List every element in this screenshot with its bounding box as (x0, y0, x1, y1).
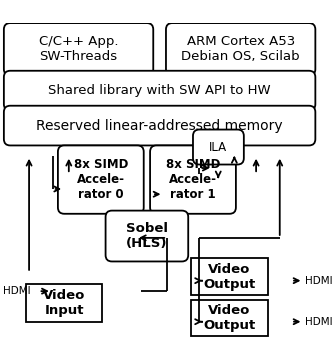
Text: Video
Input: Video Input (43, 289, 85, 317)
Text: C/C++ App.
SW-Threads: C/C++ App. SW-Threads (39, 35, 118, 63)
Text: 8x SIMD
Accele-
rator 0: 8x SIMD Accele- rator 0 (74, 158, 128, 201)
Text: ILA: ILA (209, 141, 227, 154)
Text: Sobel
(HLS): Sobel (HLS) (126, 222, 168, 250)
Text: HDMI: HDMI (305, 276, 333, 286)
Text: Reserved linear-addressed memory: Reserved linear-addressed memory (36, 119, 283, 132)
FancyBboxPatch shape (193, 130, 244, 165)
Text: HDMI: HDMI (3, 286, 30, 296)
FancyBboxPatch shape (4, 71, 316, 111)
Text: 8x SIMD
Accele-
rator 1: 8x SIMD Accele- rator 1 (166, 158, 220, 201)
FancyBboxPatch shape (4, 23, 153, 75)
FancyBboxPatch shape (58, 146, 144, 214)
Text: Video
Output: Video Output (203, 262, 256, 290)
FancyBboxPatch shape (4, 106, 316, 146)
Text: Video
Output: Video Output (203, 304, 256, 332)
Text: ARM Cortex A53
Debian OS, Scilab: ARM Cortex A53 Debian OS, Scilab (181, 35, 300, 63)
FancyBboxPatch shape (192, 300, 268, 336)
FancyBboxPatch shape (192, 258, 268, 295)
FancyBboxPatch shape (166, 23, 316, 75)
Text: Shared library with SW API to HW: Shared library with SW API to HW (48, 84, 271, 97)
FancyBboxPatch shape (150, 146, 236, 214)
FancyBboxPatch shape (26, 284, 102, 322)
FancyBboxPatch shape (106, 211, 188, 261)
Text: HDMI: HDMI (305, 317, 333, 327)
